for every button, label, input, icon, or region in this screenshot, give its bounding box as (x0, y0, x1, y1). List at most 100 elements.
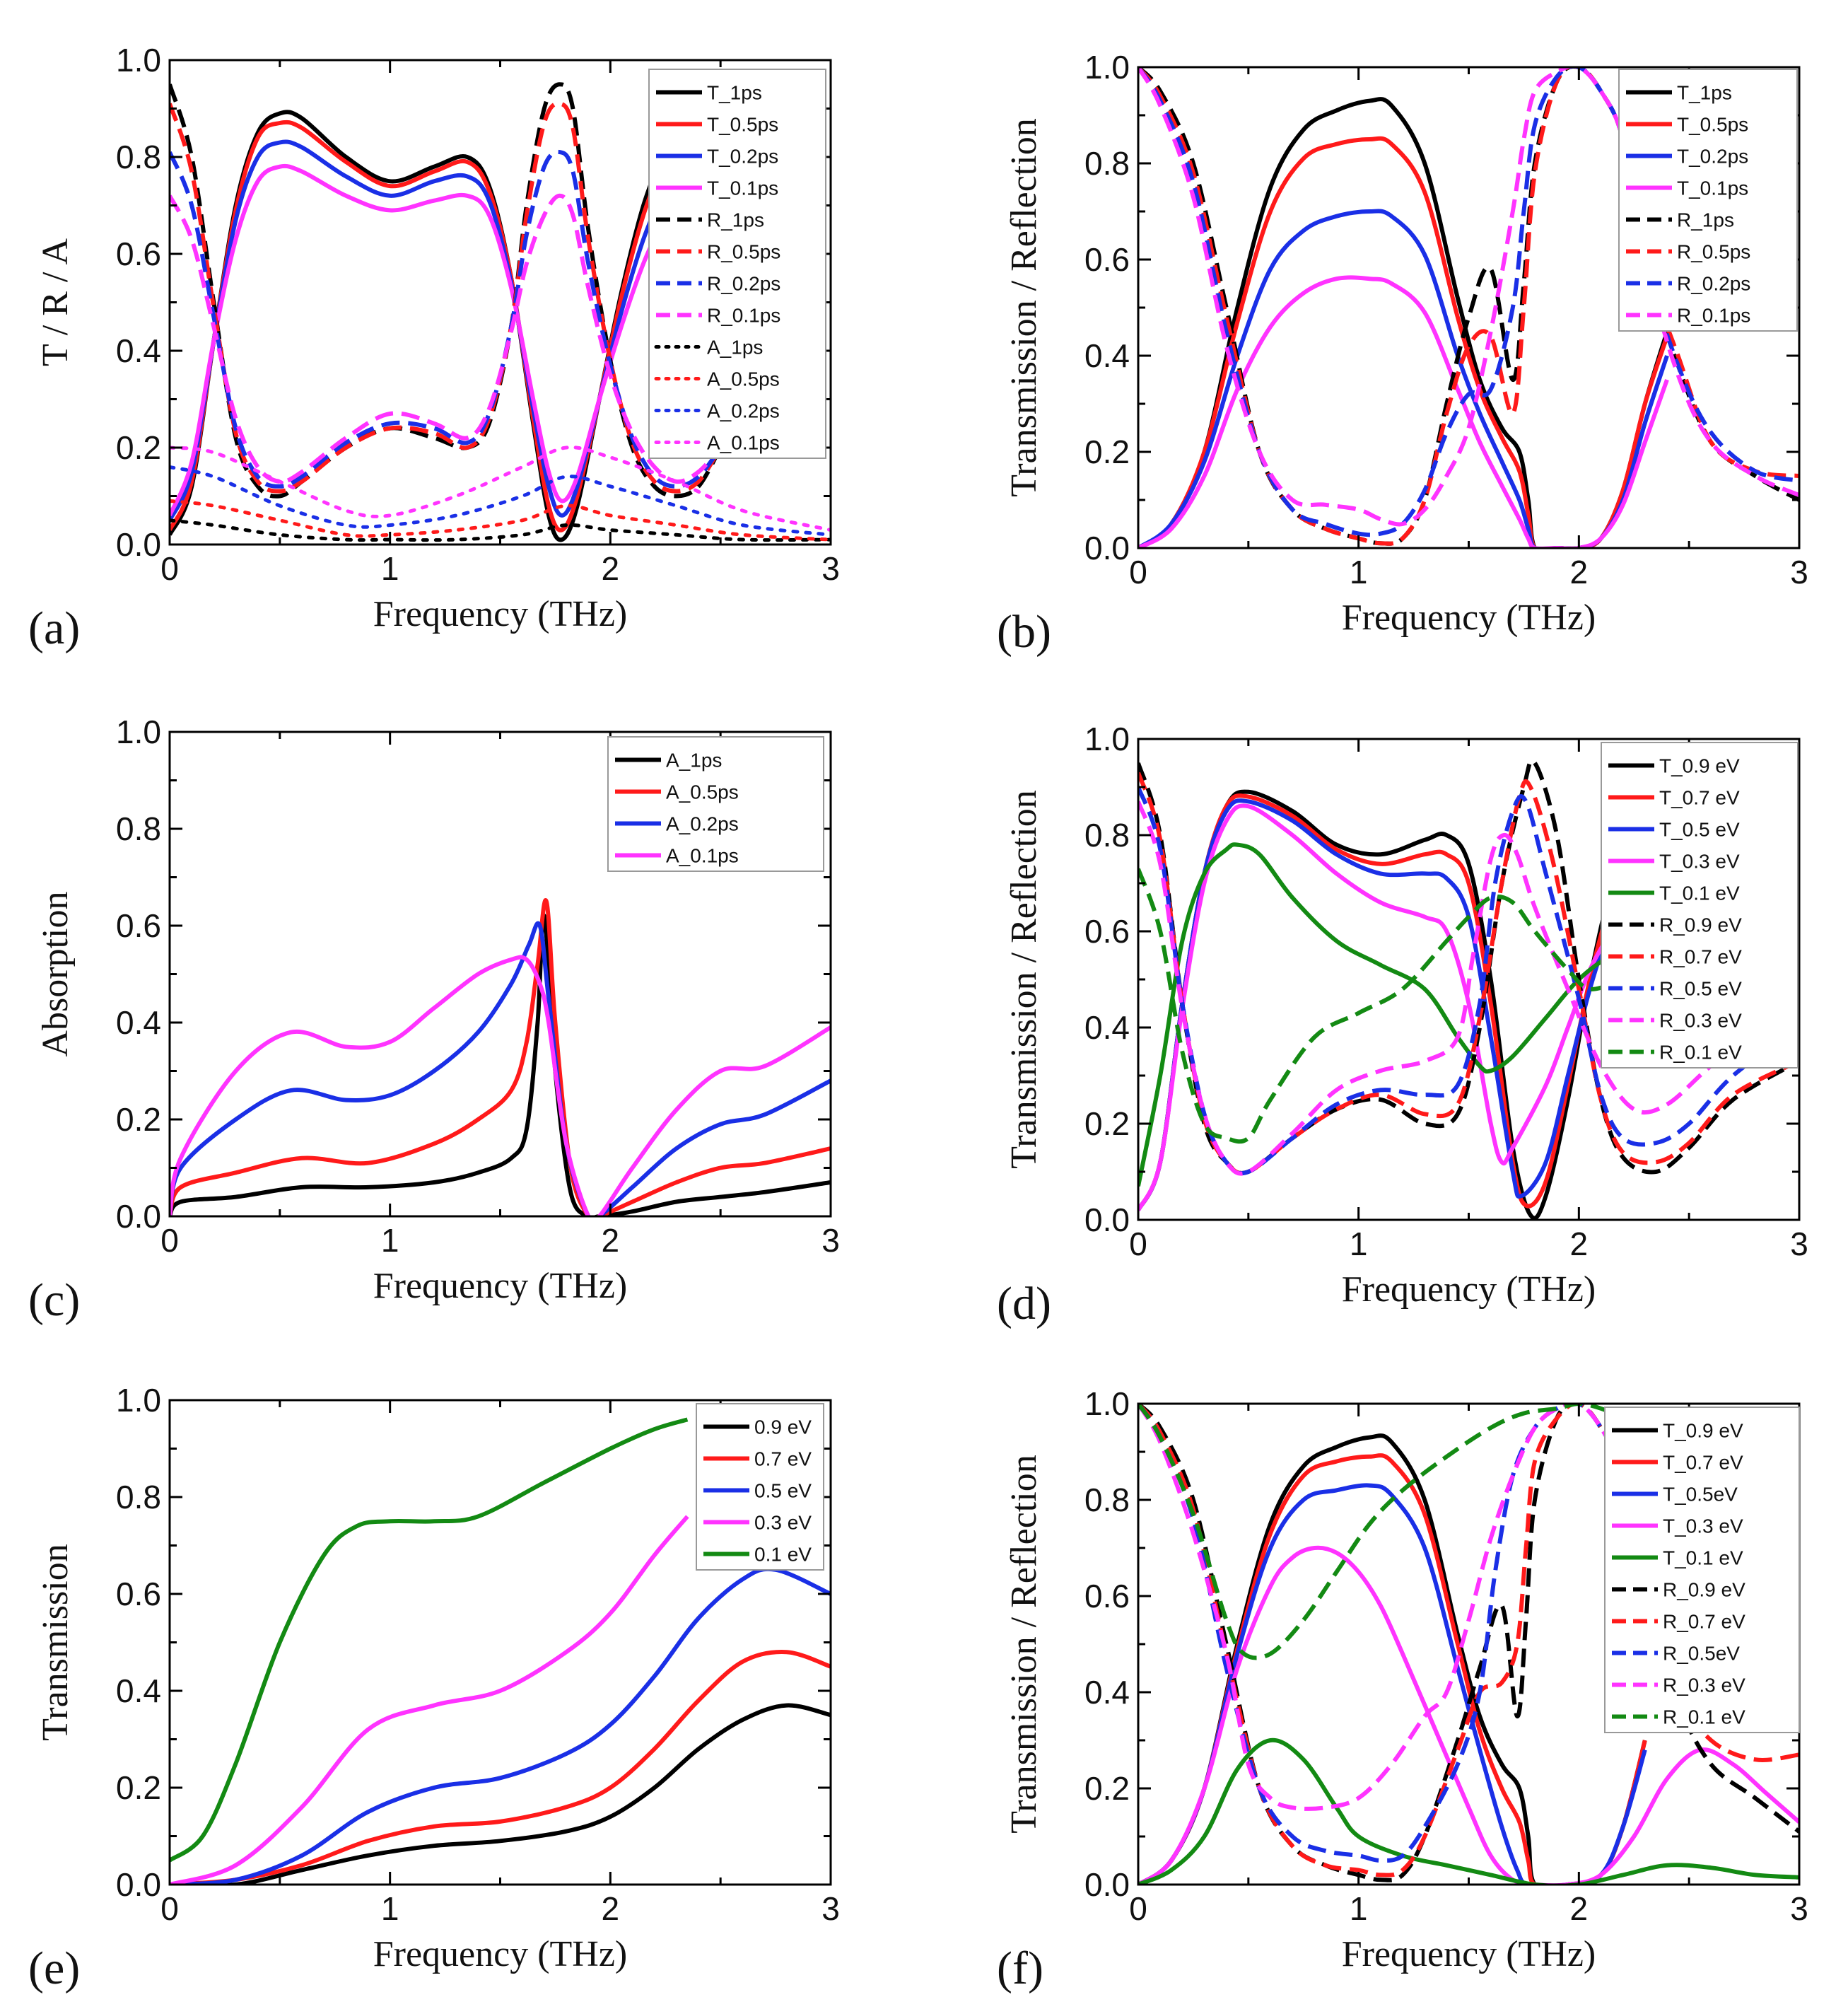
chart-panel: 0 1 2 3 0.0 0.2 0.4 0.6 0.8 1.0 Frequency (THz) Tra… (997, 721, 1808, 1329)
series-line (170, 446, 831, 532)
legend-label: A_0.1ps (666, 845, 739, 867)
legend-label: 0.7 eV (754, 1448, 812, 1470)
series-line (1138, 786, 1799, 1176)
series-line (1138, 803, 1636, 1211)
y-tick-label: 0.0 (1084, 530, 1130, 566)
y-tick-label: 0.4 (116, 332, 161, 369)
legend-label: R_0.3 eV (1663, 1675, 1745, 1696)
y-tick-label: 0.6 (116, 235, 161, 272)
x-tick-label: 2 (602, 550, 620, 587)
legend-label: R_1ps (707, 209, 764, 231)
y-tick-label: 0.8 (116, 810, 161, 847)
legend-box (648, 69, 826, 459)
y-tick-label: 0.6 (116, 907, 161, 944)
series-line (1138, 868, 1624, 1144)
legend-label: A_1ps (707, 337, 763, 359)
legend-label: A_0.5ps (707, 368, 780, 390)
legend-label: T_0.5eV (1663, 1484, 1738, 1506)
y-tick-label: 1.0 (116, 42, 161, 78)
legend-box (696, 1403, 824, 1571)
y-axis-label: Transmission (35, 1544, 76, 1740)
x-tick-label: 1 (381, 1222, 399, 1259)
x-axis-label: Frequency (THz) (373, 594, 628, 634)
y-tick-label: 1.0 (1084, 1385, 1130, 1422)
series-line (170, 1650, 831, 1885)
legend-label: T_0.5ps (707, 114, 778, 136)
legend-label: T_0.9 eV (1659, 755, 1740, 777)
legend-label: T_0.2ps (707, 146, 778, 168)
x-tick-label: 2 (1570, 1225, 1589, 1262)
legend-label: T_0.1ps (707, 177, 778, 199)
panel-label: (f) (997, 1943, 1043, 1994)
y-tick-label: 0.8 (116, 139, 161, 175)
legend-label: T_0.3 eV (1663, 1515, 1743, 1537)
y-tick-label: 0.0 (116, 1866, 161, 1903)
x-tick-label: 3 (1790, 1890, 1808, 1927)
series-line (170, 921, 831, 1216)
chart-panel: 0 1 2 3 0.0 0.2 0.4 0.6 0.8 1.0 Frequency (THz) Abs… (28, 714, 840, 1326)
legend-label: R_0.5ps (1677, 241, 1750, 263)
legend-label: 0.5 eV (754, 1480, 812, 1502)
x-tick-label: 1 (1350, 1890, 1368, 1927)
y-tick-label: 0.4 (1084, 1674, 1130, 1711)
legend-label: T_0.5ps (1677, 114, 1748, 136)
panel-label: (e) (28, 1943, 80, 1994)
series-line (1138, 136, 1669, 548)
legend-label: 0.1 eV (754, 1544, 812, 1566)
x-axis-label: Frequency (THz) (1342, 598, 1596, 638)
x-tick-label: 3 (1790, 1225, 1808, 1262)
series-line (170, 1515, 689, 1885)
legend-label: T_0.7 eV (1663, 1452, 1743, 1474)
legend-label: R_0.5ps (707, 241, 780, 263)
y-axis-label: Transmission / Reflection (1004, 1455, 1044, 1833)
y-tick-label: 0.6 (1084, 241, 1130, 278)
legend-label: R_0.2ps (1677, 273, 1750, 295)
x-tick-label: 1 (1350, 554, 1368, 590)
series-group (170, 1417, 831, 1885)
y-tick-label: 0.2 (116, 1101, 161, 1138)
y-axis-label: Absorption (35, 892, 76, 1057)
y-tick-label: 0.2 (1084, 433, 1130, 470)
chart-panel: 0 1 2 3 0.0 0.2 0.4 0.6 0.8 1.0 Frequency (THz) Tra… (997, 1385, 1808, 1994)
x-tick-label: 0 (1129, 1225, 1147, 1262)
y-tick-label: 1.0 (116, 714, 161, 750)
legend-label: A_1ps (666, 750, 722, 772)
series-line (1138, 97, 1669, 548)
x-tick-label: 0 (160, 1890, 179, 1927)
y-tick-label: 0.6 (116, 1576, 161, 1612)
x-tick-label: 0 (1129, 1890, 1147, 1927)
y-tick-label: 0.8 (1084, 817, 1130, 854)
legend-label: R_0.7 eV (1663, 1611, 1745, 1633)
y-tick-label: 0.0 (1084, 1866, 1130, 1903)
series-line (1138, 275, 1669, 548)
series-line (1138, 842, 1646, 1187)
series-line (170, 1566, 831, 1885)
legend-label: R_0.9 eV (1663, 1579, 1745, 1601)
series-group (170, 82, 831, 542)
y-tick-label: 0.2 (1084, 1105, 1130, 1142)
legend-label: 0.9 eV (754, 1416, 812, 1438)
legend-label: T_1ps (707, 82, 762, 104)
y-tick-label: 0.8 (1084, 1481, 1130, 1518)
series-line (170, 518, 831, 542)
legend-label: T_1ps (1677, 82, 1732, 104)
y-tick-label: 0.4 (116, 1672, 161, 1709)
x-tick-label: 1 (381, 550, 399, 587)
y-tick-label: 1.0 (1084, 721, 1130, 757)
y-tick-label: 0.4 (1084, 337, 1130, 374)
y-tick-label: 0.6 (1084, 913, 1130, 950)
series-line (170, 465, 831, 537)
y-tick-label: 0.2 (116, 1769, 161, 1806)
y-tick-label: 1.0 (116, 1382, 161, 1419)
chart-panel: 0 1 2 3 0.0 0.2 0.4 0.6 0.8 1.0 Frequency (THz) Tra… (997, 49, 1808, 658)
series-line (1138, 1737, 1799, 1885)
legend-label: R_0.7 eV (1659, 946, 1742, 968)
legend-label: A_0.2ps (707, 400, 780, 422)
legend-label: R_0.1 eV (1663, 1706, 1745, 1728)
x-tick-label: 2 (602, 1222, 620, 1259)
chart-panel: 0 1 2 3 0.0 0.2 0.4 0.6 0.8 1.0 Frequency (THz) Tra… (28, 1382, 840, 1994)
series-line (170, 1703, 831, 1885)
legend-label: R_1ps (1677, 209, 1734, 231)
y-tick-label: 0.0 (116, 1198, 161, 1235)
